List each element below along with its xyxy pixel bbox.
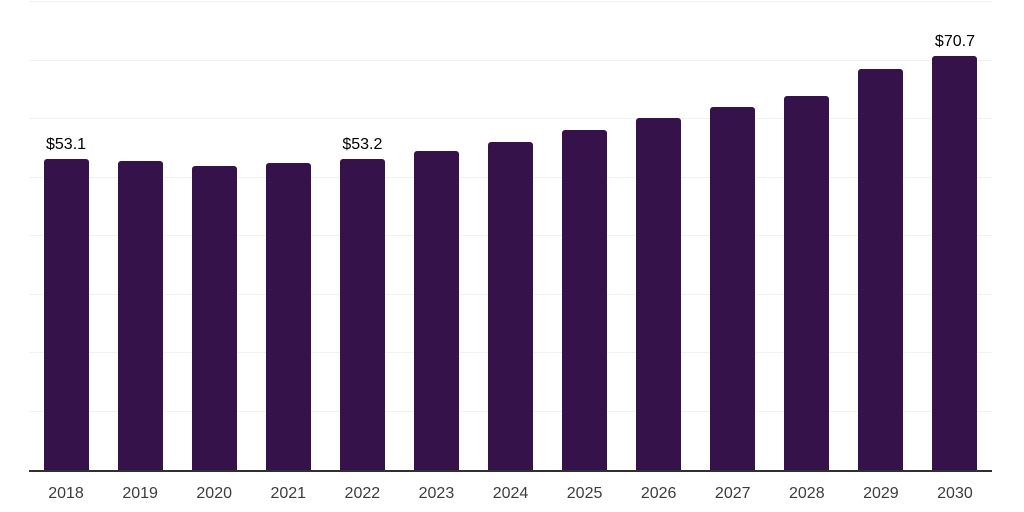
x-tick-2019: 2019 [122,485,158,502]
x-tick-2026: 2026 [640,485,677,502]
bar-2025[interactable] [562,130,608,470]
gridline-60 [29,118,992,119]
bar-2024[interactable] [488,142,533,470]
bar-2030[interactable] [932,56,978,470]
x-tick-2025: 2025 [566,485,603,502]
x-tick-2028: 2028 [789,485,825,502]
x-tick-2020: 2020 [196,485,232,502]
x-tick-2022: 2022 [344,485,381,502]
data-label-2022: $53.2 [342,135,383,153]
x-tick-2021: 2021 [270,485,307,502]
bar-2018[interactable] [43,159,89,470]
plot-area: $53.1 $53.2 $70.7 [29,1,992,472]
x-tick-2030: 2030 [937,485,973,502]
bar-2028[interactable] [784,96,830,470]
gridline-80 [29,1,992,2]
bar-2029[interactable] [858,69,904,470]
x-tick-2029: 2029 [863,485,899,502]
x-axis: 2018 2019 2020 2021 2022 2023 2024 2025 2026 2027… [29,484,992,506]
x-tick-2024: 2024 [492,485,529,502]
gridline-70 [29,59,992,61]
bar-2022[interactable] [339,158,385,470]
bar-2023[interactable] [413,151,459,470]
bar-2026[interactable] [636,118,682,470]
data-label-2030: $70.7 [934,33,975,51]
data-label-2018: $53.1 [46,136,87,154]
x-axis-line [29,470,992,472]
bar-2019[interactable] [117,161,163,470]
x-tick-2023: 2023 [418,485,455,502]
x-tick-2018: 2018 [48,485,84,502]
x-tick-2027: 2027 [714,485,751,502]
bar-2020[interactable] [191,166,237,470]
bar-2021[interactable] [265,162,311,470]
bar-2027[interactable] [710,106,756,470]
